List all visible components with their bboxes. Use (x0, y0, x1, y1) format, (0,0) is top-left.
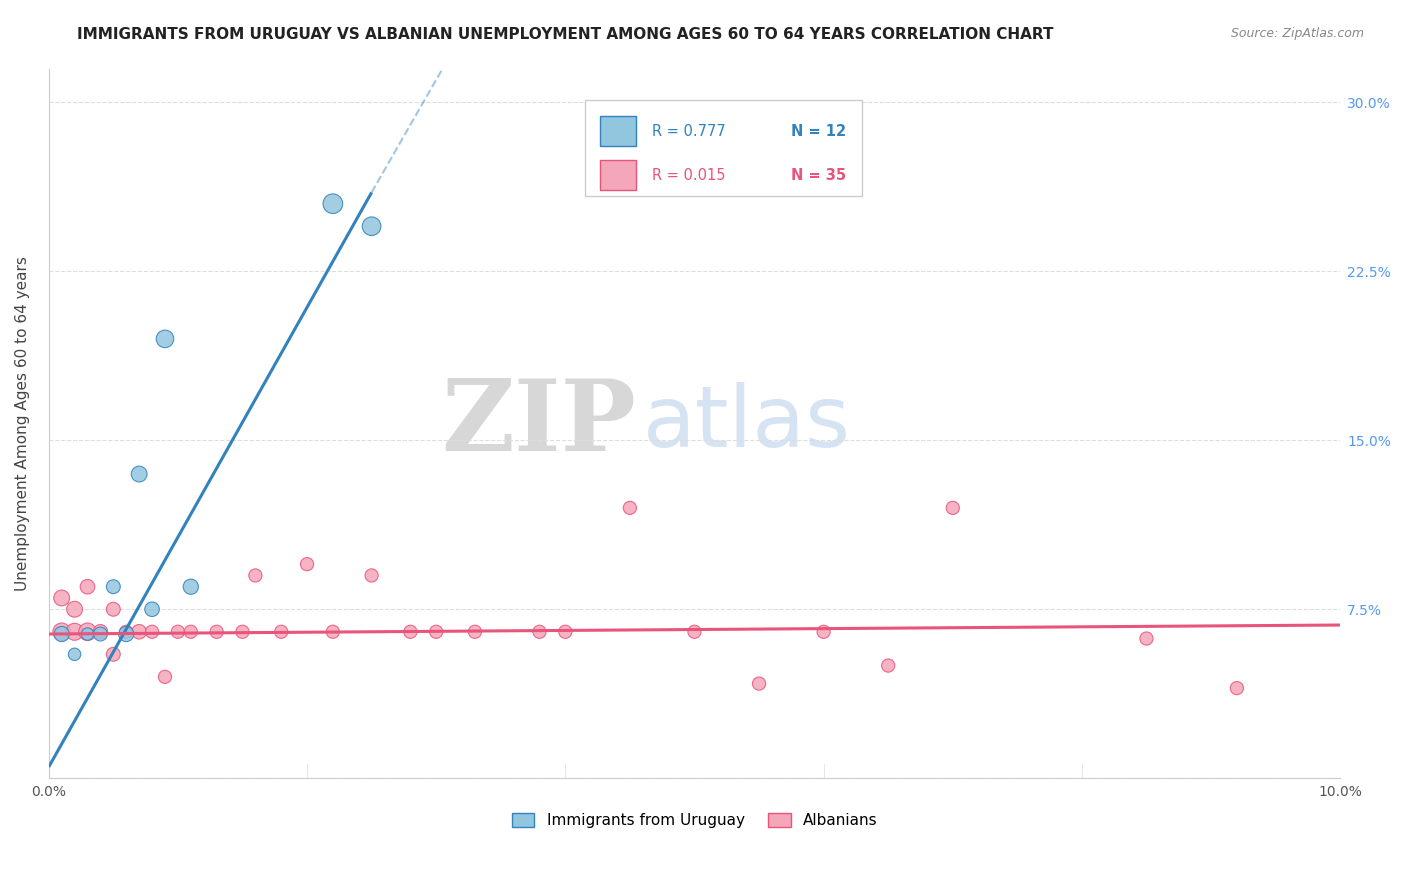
Point (554, 624, 576, 639)
Point (128, 467, 150, 481)
Point (205, 624, 228, 639)
Point (360, 219, 382, 234)
FancyBboxPatch shape (600, 161, 637, 190)
Point (619, 500, 641, 515)
Y-axis label: Unemployment Among Ages 60 to 64 years: Unemployment Among Ages 60 to 64 years (15, 256, 30, 591)
Point (103, 580, 125, 594)
Point (63, 624, 86, 639)
Text: N = 35: N = 35 (792, 168, 846, 183)
Point (529, 624, 551, 639)
Point (683, 624, 706, 639)
Point (51, 624, 73, 639)
Point (180, 580, 202, 594)
Point (141, 602, 163, 616)
Text: R = 0.777: R = 0.777 (652, 124, 725, 138)
Point (115, 624, 138, 639)
Point (89, 624, 111, 639)
Point (63, 648, 86, 662)
Point (399, 624, 422, 639)
Point (1135, 632, 1157, 646)
Point (464, 624, 486, 639)
Point (141, 624, 163, 639)
Point (813, 624, 835, 639)
Point (51, 627, 73, 641)
Text: R = 0.015: R = 0.015 (652, 168, 725, 183)
Text: ZIP: ZIP (441, 375, 637, 472)
Point (295, 557, 318, 571)
Point (103, 648, 125, 662)
Point (153, 670, 176, 684)
Point (153, 332, 176, 346)
Text: N = 12: N = 12 (792, 124, 846, 138)
Point (180, 624, 202, 639)
Point (167, 624, 190, 639)
Point (76, 627, 98, 641)
Point (1226, 681, 1249, 695)
Point (103, 602, 125, 616)
Point (89, 627, 111, 641)
Point (322, 624, 344, 639)
Point (360, 568, 382, 582)
Point (76, 580, 98, 594)
Text: IMMIGRANTS FROM URUGUAY VS ALBANIAN UNEMPLOYMENT AMONG AGES 60 TO 64 YEARS CORRE: IMMIGRANTS FROM URUGUAY VS ALBANIAN UNEM… (77, 27, 1054, 42)
Point (128, 624, 150, 639)
Point (748, 676, 770, 690)
Point (231, 624, 253, 639)
Point (63, 602, 86, 616)
Point (425, 624, 447, 639)
Point (877, 658, 900, 673)
Point (245, 568, 267, 582)
FancyBboxPatch shape (600, 116, 637, 146)
Point (51, 591, 73, 605)
Point (942, 500, 965, 515)
Point (76, 624, 98, 639)
Point (270, 624, 292, 639)
FancyBboxPatch shape (585, 101, 862, 196)
Text: Source: ZipAtlas.com: Source: ZipAtlas.com (1230, 27, 1364, 40)
Point (115, 627, 138, 641)
Legend: Immigrants from Uruguay, Albanians: Immigrants from Uruguay, Albanians (505, 806, 883, 834)
Point (322, 196, 344, 211)
Text: atlas: atlas (643, 382, 851, 465)
